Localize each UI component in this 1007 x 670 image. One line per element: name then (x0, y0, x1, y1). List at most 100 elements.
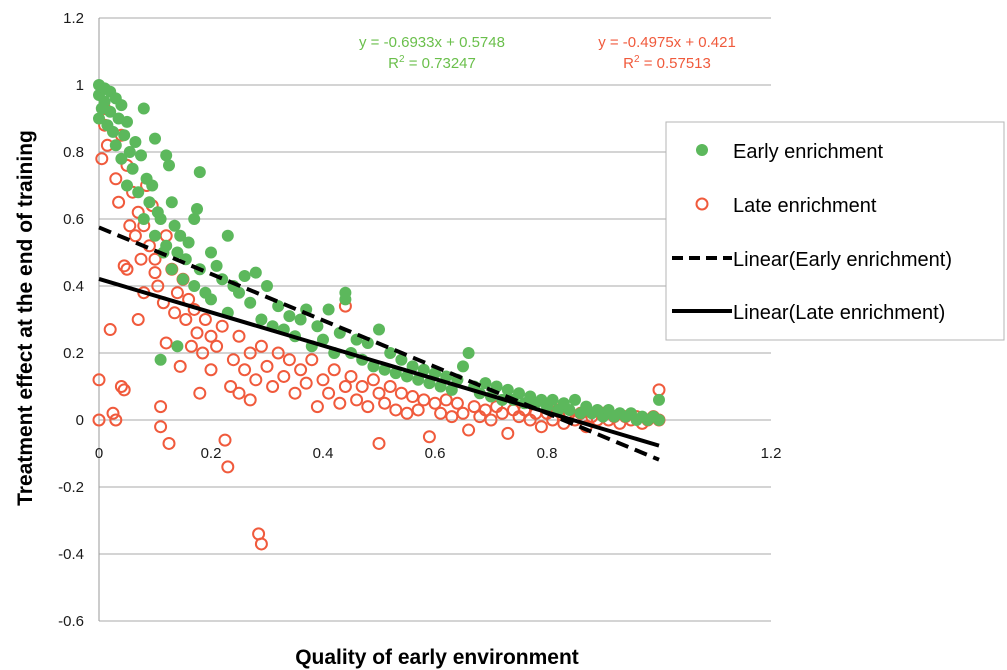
early-point (93, 112, 105, 125)
early-point (143, 196, 156, 209)
late-point (232, 329, 246, 343)
late-point (294, 363, 308, 377)
late-point (109, 413, 123, 427)
early-enrichment-points (93, 79, 665, 426)
early-point (174, 229, 187, 242)
late-point (411, 403, 425, 417)
late-point (221, 460, 235, 474)
y-tick-label: -0.4 (58, 546, 84, 563)
late-point (495, 406, 509, 420)
early-point (653, 393, 665, 406)
late-point (95, 152, 109, 166)
late-point (134, 252, 148, 266)
legend-box (665, 121, 1005, 341)
early-point (126, 162, 139, 175)
late-point (394, 386, 408, 400)
late-point (106, 406, 120, 420)
late-point (193, 386, 207, 400)
early-point (177, 273, 189, 286)
early-point (479, 377, 492, 390)
early-point (238, 269, 251, 282)
legend-late-label: Late enrichment (733, 195, 877, 217)
x-tick-label: 1.2 (761, 445, 782, 462)
y-axis-title: Treatment effect at the end of training (14, 130, 37, 506)
late-point (109, 172, 123, 186)
y-tick-label: -0.2 (58, 479, 84, 496)
early-point (249, 266, 262, 279)
late-point (372, 436, 386, 450)
late-point (123, 219, 137, 233)
early-point (339, 293, 352, 306)
early-point (132, 186, 145, 199)
late-point (383, 380, 397, 393)
late-point (131, 313, 145, 326)
late-point (338, 380, 352, 393)
early-point (118, 129, 131, 142)
early-point (513, 387, 525, 400)
early-point (121, 115, 133, 128)
early-point (188, 280, 201, 292)
early-point (384, 347, 397, 359)
early-point (168, 219, 181, 232)
early-point (149, 132, 161, 145)
late-point (462, 423, 476, 437)
late-point (103, 323, 117, 337)
early-point (294, 313, 307, 326)
early-point (546, 393, 559, 406)
late-point (204, 329, 218, 343)
late-point (243, 393, 257, 407)
late-point (114, 380, 128, 393)
early-point (361, 336, 374, 349)
early-point (171, 246, 184, 259)
late-point (151, 279, 165, 293)
early-point (135, 149, 147, 162)
early-point (154, 213, 167, 225)
late-point (366, 373, 380, 387)
late-point (417, 393, 431, 407)
early-point (193, 166, 206, 179)
late-point (92, 373, 106, 387)
early-point (272, 300, 285, 313)
early-point (205, 246, 217, 259)
late-point (350, 393, 364, 407)
late-point (190, 326, 204, 340)
gridlines (99, 17, 771, 622)
late-point (355, 380, 369, 393)
late-point (173, 359, 187, 373)
late-point (154, 400, 168, 414)
late-point (434, 406, 448, 420)
early-point (233, 286, 245, 299)
y-tick-label: 1.2 (63, 10, 84, 27)
early-point (317, 333, 329, 346)
late-point (204, 363, 218, 377)
early-point (322, 303, 335, 316)
y-tick-label: 0 (76, 412, 84, 429)
late-point (327, 363, 341, 377)
late-point (198, 313, 212, 326)
late-point (154, 420, 168, 434)
early-point (115, 152, 128, 165)
late-point (652, 383, 666, 397)
late-point (232, 386, 246, 400)
early-point (146, 179, 159, 192)
early-point (115, 99, 128, 112)
late-point (361, 400, 375, 414)
late-point (218, 433, 232, 447)
late-point (266, 380, 280, 393)
late-point (282, 353, 296, 367)
y-tick-labels: 1.2 1 0.8 0.6 0.4 0.2 0 -0.2 -0.4 -0.6 (58, 10, 84, 630)
late-r2: R2 = 0.57513 (623, 54, 711, 72)
early-point (182, 236, 195, 249)
legend-early-linear-label: Linear(Early enrichment) (733, 249, 952, 271)
early-point (98, 95, 111, 108)
early-trendline (98, 225, 660, 462)
late-point (333, 396, 347, 410)
late-point (400, 406, 414, 420)
late-point (534, 420, 548, 434)
early-point (311, 320, 324, 333)
legend: Early enrichment Late enrichment Linear(… (665, 121, 1005, 341)
early-point (191, 202, 203, 215)
late-point (344, 369, 358, 383)
early-point (255, 313, 268, 326)
